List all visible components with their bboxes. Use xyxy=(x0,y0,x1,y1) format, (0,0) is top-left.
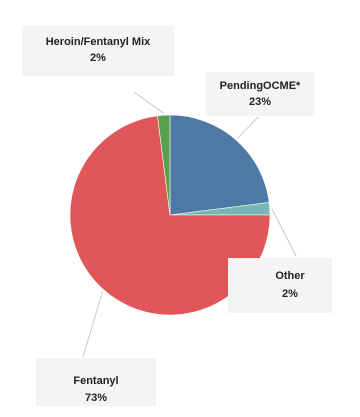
leader-line-fentanyl xyxy=(82,291,104,358)
label-box-heroin-fentanyl-mix xyxy=(22,26,174,76)
leader-line-other xyxy=(271,208,297,257)
leader-line-heroin-fentanyl-mix xyxy=(133,91,164,114)
slice-value-other: 2% xyxy=(282,288,298,300)
slice-label-heroin-fentanyl-mix: Heroin/Fentanyl Mix xyxy=(46,36,151,48)
slice-label-other: Other xyxy=(275,270,305,282)
pie-slices xyxy=(69,114,271,316)
slice-label-pendingocme: PendingOCME* xyxy=(220,80,301,92)
pie-slice-heroin-fentanyl-mix xyxy=(157,114,171,216)
slice-label-fentanyl: Fentanyl xyxy=(73,375,118,387)
pie-slice-pendingocme xyxy=(169,114,270,216)
slice-value-pendingocme: 23% xyxy=(249,96,271,108)
label-box-pendingocme xyxy=(205,72,315,116)
leader-lines xyxy=(82,91,297,358)
slice-value-fentanyl: 73% xyxy=(85,392,107,404)
leader-line-pendingocme xyxy=(237,116,259,139)
label-box-other xyxy=(228,258,332,313)
slice-labels: PendingOCME* 23% Other 2% Fentanyl 73% Heroin/… xyxy=(22,26,332,406)
slice-value-heroin-fentanyl-mix: 2% xyxy=(90,52,106,64)
label-box-fentanyl xyxy=(36,358,156,406)
